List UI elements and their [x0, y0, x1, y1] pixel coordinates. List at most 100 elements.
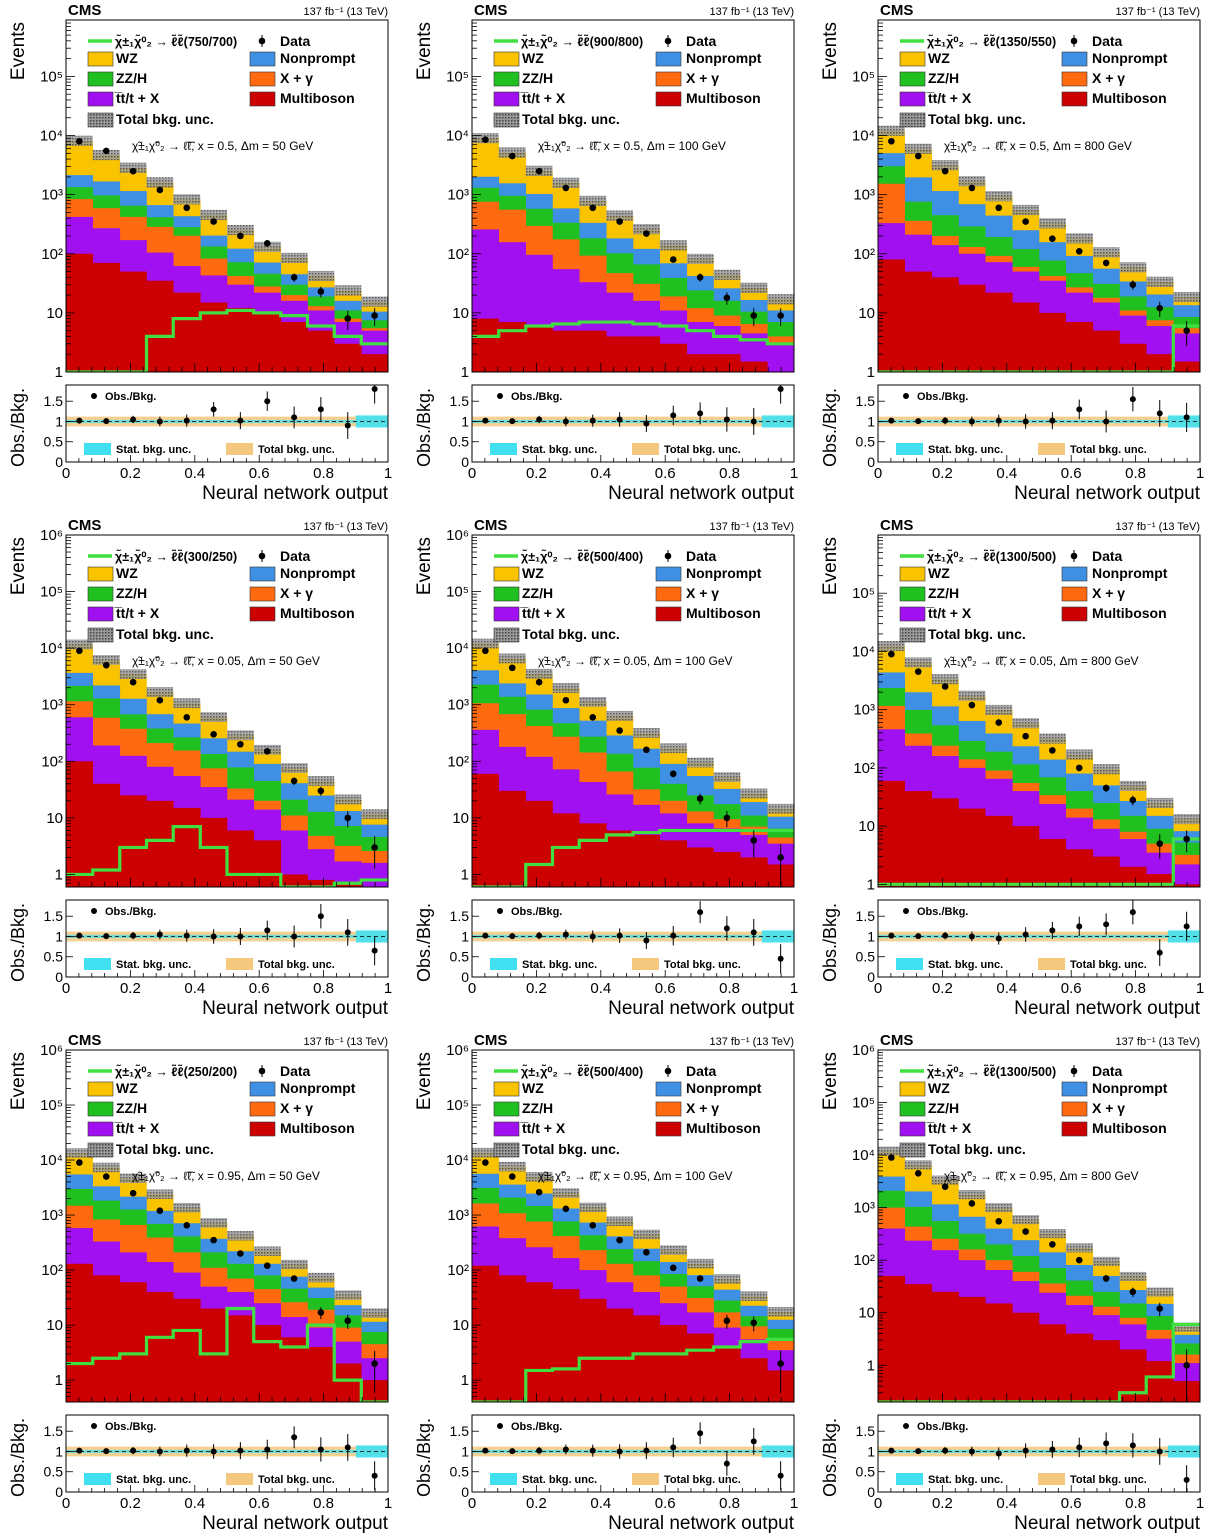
legend-wz-label: WZ — [116, 565, 138, 581]
ratio-point — [156, 418, 163, 425]
multiboson-bar — [552, 813, 580, 887]
ratio-legend-marker — [903, 393, 909, 399]
ratio-point — [1103, 1440, 1110, 1447]
x-axis-label: Neural network output — [1014, 483, 1201, 504]
legend-unc-label: Total bkg. unc. — [116, 111, 214, 127]
chart-panel-4: 1 10 10² 10³ 10⁴ 10⁵ 10⁶ CMS 137 fb⁻¹ (13 TeV) Ev… — [0, 515, 396, 1020]
ratio-pad: Obs./Bkg. Stat. bkg. unc. Total bkg. unc. — [66, 1421, 388, 1491]
legend-xgamma-label: X + γ — [1092, 70, 1125, 86]
bkg-unc-band — [280, 763, 308, 773]
ratio-y-tick-label: 0.5 — [450, 949, 470, 965]
multiboson-bar — [1173, 361, 1200, 372]
y-axis-label: Events — [820, 537, 841, 595]
ratio-legend-marker — [497, 1423, 503, 1429]
main-pad — [472, 133, 794, 372]
legend-ttx-label: t̅t/t + X — [519, 90, 566, 106]
ratio-frame — [471, 384, 795, 463]
bkg-unc-band — [633, 224, 660, 235]
multiboson-bar — [1092, 330, 1120, 372]
ratio-y-tick-label: 0.5 — [856, 949, 876, 965]
multiboson-bar — [713, 354, 741, 372]
data-point — [777, 854, 784, 861]
legend-wz-swatch — [87, 1081, 114, 1097]
ratio-point — [1156, 410, 1163, 417]
multiboson-bar — [931, 277, 959, 372]
multiboson-bar — [280, 322, 308, 372]
legend-unc-swatch — [87, 627, 114, 643]
data-point — [1075, 248, 1083, 255]
x-tick-label: 0.6 — [1061, 1495, 1082, 1512]
data-point — [643, 746, 650, 754]
ratio-pad: Obs./Bkg. Stat. bkg. unc. Total bkg. unc. — [878, 1421, 1200, 1492]
legend-nonprompt-swatch — [655, 566, 682, 582]
legend-nonprompt-swatch — [249, 51, 276, 67]
ratio-frame — [65, 899, 389, 978]
bkg-unc-band — [498, 1161, 526, 1172]
ttx-bar — [767, 343, 794, 372]
data-point — [1129, 281, 1137, 288]
ratio-y-tick-label: 0.5 — [450, 434, 470, 450]
y-tick-label: 10² — [447, 753, 469, 770]
ratio-point — [210, 1448, 217, 1455]
x-tick-label: 0 — [874, 1495, 882, 1512]
legend-wz-swatch — [493, 1081, 520, 1097]
ratio-stat-band — [761, 930, 794, 943]
data-point — [1075, 764, 1083, 772]
ratio-stat-band — [878, 934, 1168, 939]
ratio-point — [183, 417, 190, 424]
ratio-point — [1129, 909, 1136, 916]
y-axis-label: Events — [8, 1052, 29, 1110]
ratio-frame — [65, 1414, 389, 1493]
y-tick-label: 10² — [853, 1252, 875, 1269]
legend-multiboson-swatch — [655, 91, 682, 107]
ratio-y-tick-label: 1 — [461, 413, 469, 429]
y-tick-label: 10² — [853, 760, 875, 777]
data-point — [696, 1275, 704, 1282]
ratio-point — [1183, 1476, 1190, 1483]
data-point — [995, 204, 1003, 212]
ratio-point — [968, 418, 975, 425]
multiboson-bar — [1119, 866, 1147, 887]
legend-ttx-label: t̅t/t + X — [519, 605, 566, 621]
ratio-y-axis-label: Obs./Bkg. — [820, 1418, 840, 1497]
ratio-legend-stat-label: Stat. bkg. unc. — [928, 444, 1003, 456]
x-tick-label: 1 — [1196, 1495, 1204, 1512]
legend-wz-label: WZ — [928, 50, 950, 66]
ratio-point — [888, 932, 895, 939]
ratio-y-tick-label: 0 — [867, 1484, 875, 1500]
x-tick-label: 0 — [874, 465, 882, 482]
model-label: χ̃±₁χ̃⁰₂ → ℓ̃ℓ̃, x = 0.05, Δm = 50 GeV — [132, 654, 320, 668]
x-axis-label: Neural network output — [202, 483, 389, 504]
multiboson-bar — [227, 308, 255, 372]
data-point — [102, 661, 110, 669]
y-tick-label: 10² — [853, 246, 875, 263]
ratio-point — [697, 1430, 704, 1437]
ratio-point — [183, 932, 190, 939]
legend-multiboson-swatch — [249, 91, 276, 107]
legend-zzh-swatch — [87, 71, 114, 87]
bkg-unc-band — [740, 1291, 768, 1301]
ratio-point — [777, 386, 784, 393]
legend-unc-swatch — [87, 112, 114, 128]
data-point — [371, 312, 378, 319]
x-tick-label: 0.2 — [120, 980, 141, 997]
data-point — [129, 678, 137, 686]
multiboson-bar — [173, 1298, 201, 1402]
bkg-unc-band — [498, 653, 526, 664]
x-tick-label: 0.8 — [313, 1495, 334, 1512]
y-tick-label: 1 — [867, 876, 875, 893]
multiboson-bar — [119, 795, 147, 887]
bkg-unc-band — [1039, 218, 1066, 229]
y-tick-label: 10 — [858, 818, 875, 835]
data-point — [1129, 1288, 1137, 1296]
y-tick-label: 1 — [461, 364, 469, 381]
bkg-unc-band — [1039, 1229, 1066, 1239]
ratio-point — [1183, 414, 1190, 421]
y-tick-label: 1 — [867, 364, 875, 381]
chart-panel-5: 1 10 10² 10³ 10⁴ 10⁵ 10⁶ CMS 137 fb⁻¹ (13 TeV) Ev… — [406, 515, 802, 1020]
ratio-point — [482, 932, 489, 939]
ratio-y-tick-label: 0 — [55, 969, 63, 985]
ratio-legend-stat-label: Stat. bkg. unc. — [928, 959, 1003, 971]
